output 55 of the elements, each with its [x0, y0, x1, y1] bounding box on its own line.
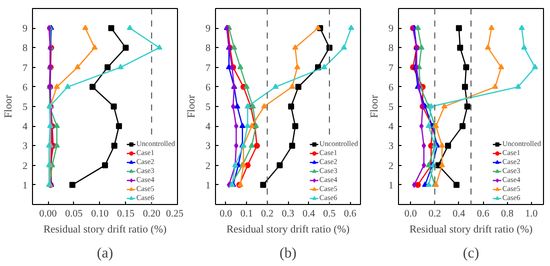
y-tick-label: 4 — [206, 122, 210, 133]
y-tick-label: 1 — [388, 180, 394, 192]
x-tick-label: 0.8 — [501, 208, 514, 220]
x-tick-label: 0.20 — [142, 208, 160, 220]
x-tick-label: 0.2 — [428, 208, 441, 220]
y-tick-label: 9 — [206, 24, 210, 35]
y-tick-label: 6 — [22, 82, 28, 94]
y-tick-label: 6 — [206, 82, 210, 94]
y-tick-label: 8 — [388, 43, 394, 54]
y-tick-label: 6 — [388, 82, 394, 94]
y-tick-label: 5 — [388, 102, 394, 113]
y-tick-label: 3 — [22, 141, 28, 152]
y-tick-label: 9 — [388, 24, 394, 35]
x-tick-label: 0.25 — [166, 208, 184, 220]
y-tick-label: 2 — [22, 160, 28, 172]
x-axis-title: Residual story drift ratio (%) — [409, 224, 534, 236]
x-tick-label: 0.1 — [240, 208, 253, 220]
y-tick-label: 1 — [206, 180, 210, 192]
y-axis-title: Floor — [186, 94, 198, 118]
x-tick-label: 0.15 — [116, 208, 134, 220]
y-tick-label: 7 — [22, 62, 28, 74]
x-tick-label: 0.00 — [39, 208, 57, 220]
x-tick-label: 0.5 — [323, 208, 336, 220]
y-tick-label: 7 — [206, 62, 210, 74]
x-axis-title: Residual story drift ratio (%) — [43, 224, 168, 236]
x-tick-label: 0.0 — [404, 208, 417, 220]
y-tick-label: 2 — [206, 160, 210, 172]
y-tick-label: 3 — [388, 141, 394, 152]
y-axis-title: Floor — [4, 94, 14, 118]
x-tick-label: 0.05 — [65, 208, 83, 220]
y-tick-label: 2 — [388, 160, 394, 172]
x-tick-label: 0.4 — [302, 208, 315, 220]
y-axis-title: Floor — [370, 94, 380, 118]
y-tick-label: 4 — [22, 122, 28, 133]
x-tick-label: 0.4 — [452, 208, 466, 220]
x-tick-label: 1.0 — [525, 208, 538, 220]
text: (c) — [462, 246, 480, 262]
y-tick-label: 5 — [22, 102, 28, 113]
text: (a) — [96, 246, 114, 262]
y-tick-label: 9 — [22, 24, 28, 35]
y-tick-label: 8 — [22, 43, 28, 54]
x-tick-label: 0.6 — [476, 208, 490, 220]
y-tick-label: 4 — [388, 122, 394, 133]
y-tick-label: 1 — [22, 180, 28, 192]
text: (b) — [279, 246, 297, 262]
y-tick-label: 5 — [206, 102, 210, 113]
x-tick-label: 0.6 — [344, 208, 356, 220]
x-tick-label: 0.3 — [282, 208, 294, 220]
x-tick-label: 0.10 — [91, 208, 109, 220]
x-axis-title: Residual story drift ratio (%) — [226, 224, 350, 236]
y-tick-label: 7 — [388, 62, 394, 74]
y-tick-label: 3 — [206, 141, 210, 152]
x-tick-label: 0.2 — [261, 208, 274, 220]
x-tick-label: 0.0 — [220, 208, 232, 220]
y-tick-label: 8 — [206, 43, 210, 54]
